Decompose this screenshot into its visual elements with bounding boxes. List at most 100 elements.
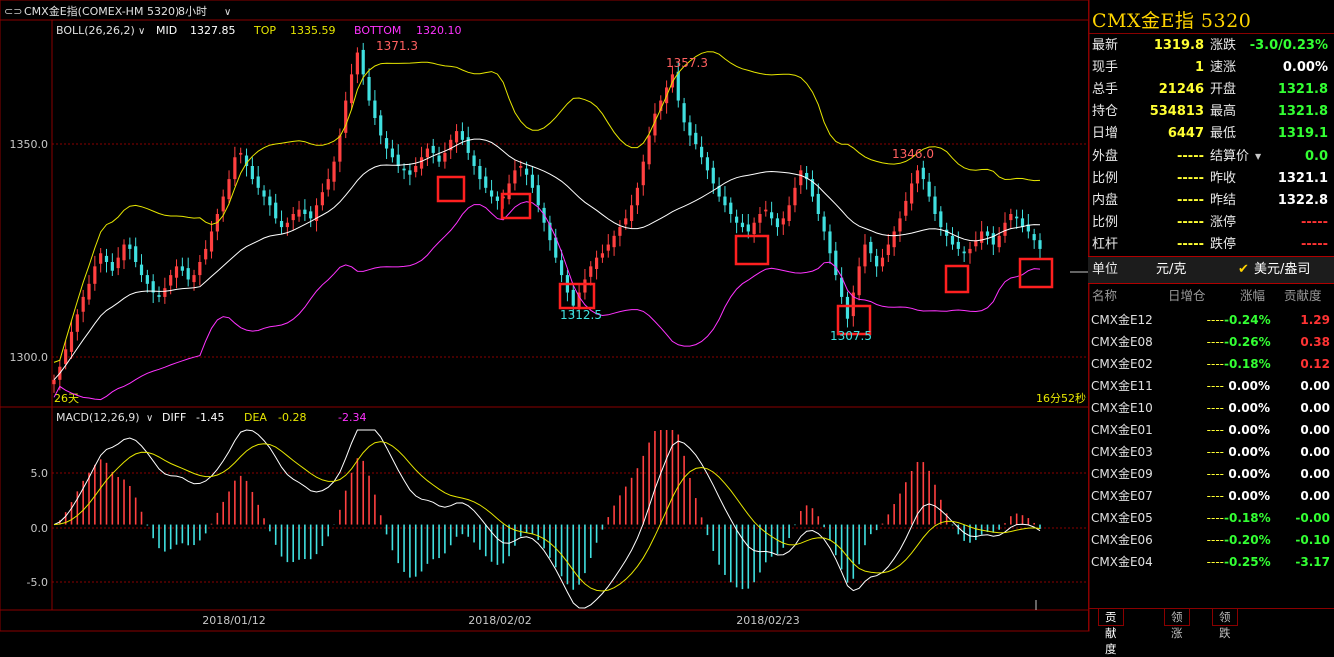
contract-oi: ----: [1206, 445, 1224, 459]
candle: [962, 251, 966, 254]
candle: [845, 296, 850, 319]
quote-key: 比例: [1092, 214, 1119, 230]
candle: [466, 137, 470, 153]
chart-area[interactable]: ⊂⊃ CMX金E指(COMEX-HM 5320) 8小时 ∨ BOLL(26,2…: [0, 0, 1090, 632]
contract-contribution: -0.00: [1295, 511, 1330, 525]
macd-label[interactable]: MACD(12,26,9): [56, 411, 140, 424]
candle: [344, 100, 348, 133]
contrib-row[interactable]: CMX金E08 ---- -0.26% 0.38: [1088, 331, 1334, 353]
quote-value: 1321.1: [1277, 170, 1328, 186]
quote-row: 持仓 534813 最高 1321.8: [1088, 101, 1334, 123]
contract-change: -0.25%: [1224, 555, 1271, 569]
candle: [530, 174, 535, 188]
contract-name: CMX金E04: [1091, 555, 1153, 569]
candle: [723, 196, 727, 206]
contract-change: 0.00%: [1228, 489, 1270, 503]
contract-change: 0.00%: [1228, 423, 1270, 437]
checkmark-icon[interactable]: ✔: [1238, 262, 1249, 277]
contract-contribution: 0.12: [1300, 357, 1330, 371]
highlight-box: [734, 234, 770, 266]
contrib-row[interactable]: CMX金E02 ---- -0.18% 0.12: [1088, 353, 1334, 375]
back-icon[interactable]: ⊂⊃: [4, 5, 22, 18]
contrib-row[interactable]: CMX金E09 ---- 0.00% 0.00: [1088, 463, 1334, 485]
contract-change: 0.00%: [1228, 467, 1270, 481]
candle: [624, 218, 628, 225]
unit-value[interactable]: 元/克: [1156, 262, 1187, 277]
highlight-box: [500, 192, 532, 220]
candle: [495, 196, 500, 201]
boll-mid-label: MID: [156, 24, 177, 37]
highlight-box: [944, 264, 970, 294]
contrib-row[interactable]: CMX金E11 ---- 0.00% 0.00: [1088, 375, 1334, 397]
quote-value: 1319.1: [1277, 126, 1328, 142]
contract-name: CMX金E11: [1091, 379, 1153, 393]
candle: [915, 170, 920, 184]
contrib-row[interactable]: CMX金E05 ---- -0.18% -0.00: [1088, 507, 1334, 529]
candle: [454, 131, 459, 143]
quote-key: 最新: [1092, 38, 1119, 53]
candle: [933, 196, 937, 214]
candle: [320, 192, 324, 206]
quote-value: 534813: [1149, 104, 1204, 120]
highlight-box: [436, 175, 466, 203]
contract-contribution: 0.00: [1300, 379, 1330, 393]
contrib-row[interactable]: CMX金E03 ---- 0.00% 0.00: [1088, 441, 1334, 463]
quote-key: 速涨: [1210, 60, 1237, 76]
candle: [950, 235, 955, 245]
quote-row: 现手 1 速涨 0.00%: [1088, 57, 1334, 79]
quote-value: -----: [1177, 236, 1204, 252]
candle: [775, 218, 780, 228]
quote-key: 开盘: [1210, 82, 1237, 98]
boll-top-label: TOP: [253, 24, 276, 37]
quote-row: 比例 ----- 昨收 1321.1: [1088, 168, 1334, 190]
contrib-row[interactable]: CMX金E12 ---- -0.24% 1.29: [1088, 309, 1334, 331]
candle: [688, 122, 692, 136]
tab-0[interactable]: 贡献度: [1098, 609, 1124, 656]
tab-2[interactable]: 领跌: [1212, 609, 1238, 640]
candle: [939, 211, 943, 228]
candle: [291, 214, 295, 221]
candle: [402, 168, 406, 171]
quote-value: 1319.8: [1153, 38, 1204, 53]
contrib-row[interactable]: CMX金E10 ---- 0.00% 0.00: [1088, 397, 1334, 419]
candle: [805, 172, 809, 180]
quote-key: 日增: [1092, 126, 1119, 142]
chevron-down-icon[interactable]: ∨: [138, 26, 145, 37]
contrib-row[interactable]: CMX金E04 ---- -0.25% -3.17: [1088, 551, 1334, 573]
contract-oi: ----: [1206, 511, 1224, 525]
candle: [472, 155, 476, 166]
chevron-down-icon[interactable]: ∨: [224, 7, 231, 18]
contract-contribution: -0.10: [1295, 533, 1330, 547]
candle: [735, 216, 739, 223]
candle: [174, 266, 179, 278]
candle: [93, 266, 97, 284]
contrib-row[interactable]: CMX金E01 ---- 0.00% 0.00: [1088, 419, 1334, 441]
tab-1[interactable]: 领涨: [1164, 609, 1190, 640]
candle: [414, 166, 418, 173]
candle: [145, 275, 149, 284]
dea-line: [53, 441, 1041, 592]
boll-label[interactable]: BOLL(26,26,2): [56, 24, 135, 37]
candle: [594, 257, 599, 269]
candle: [548, 222, 552, 241]
candle: [875, 255, 879, 267]
candle: [968, 248, 972, 254]
period-selector[interactable]: 8小时: [178, 5, 207, 18]
quote-key: 涨跌: [1210, 38, 1237, 53]
contrib-row[interactable]: CMX金E07 ---- 0.00% 0.00: [1088, 485, 1334, 507]
chevron-down-icon[interactable]: ▼: [1255, 151, 1262, 161]
chevron-down-icon[interactable]: ∨: [146, 413, 153, 424]
candle: [361, 49, 365, 75]
quote-value: 6447: [1167, 126, 1204, 142]
candle: [519, 166, 523, 168]
contrib-row[interactable]: CMX金E06 ---- -0.20% -0.10: [1088, 529, 1334, 551]
contrib-header-name: 名称: [1092, 288, 1118, 303]
contract-oi: ----: [1206, 335, 1224, 349]
candle: [408, 170, 412, 175]
unit-option[interactable]: 美元/盎司: [1254, 262, 1311, 277]
candle: [151, 281, 155, 293]
candle: [274, 202, 278, 219]
candle: [752, 222, 756, 235]
quote-title: CMX金E指 5320: [1092, 10, 1252, 32]
candle: [834, 250, 838, 276]
